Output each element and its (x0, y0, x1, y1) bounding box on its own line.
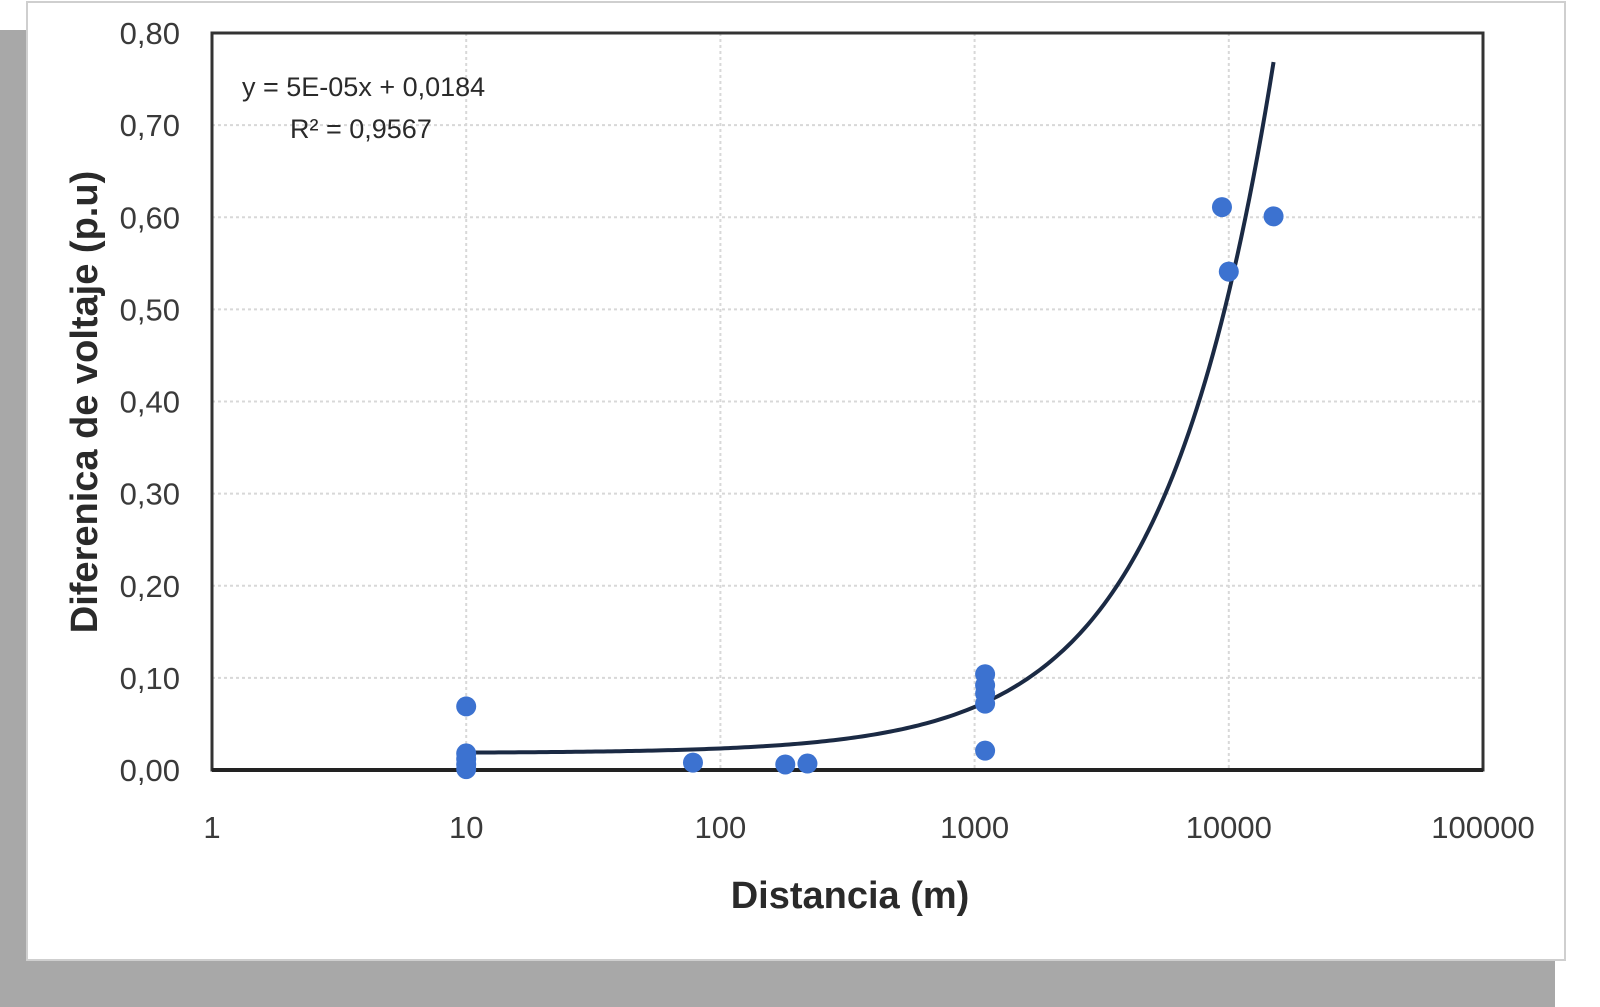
y-tick-label: 0,30 (120, 477, 180, 512)
data-point (456, 759, 477, 780)
data-point (1263, 206, 1284, 227)
data-point (775, 754, 796, 775)
data-point (1218, 261, 1239, 282)
y-tick-label: 0,60 (120, 200, 180, 235)
trendline (466, 61, 1276, 755)
x-tick-label: 10000 (1186, 810, 1272, 845)
x-tick-label: 1000 (940, 810, 1009, 845)
x-tick-label: 100000 (1431, 810, 1534, 845)
bottom-shadow (0, 960, 1555, 1007)
data-point (1211, 197, 1232, 218)
gridlines (212, 33, 1483, 770)
y-tick-label: 0,00 (120, 753, 180, 788)
trendline-equation: y = 5E-05x + 0,0184 (242, 72, 485, 102)
chart-card (26, 1, 1566, 961)
y-tick-label: 0,70 (120, 108, 180, 143)
data-point (797, 753, 818, 774)
x-tick-label: 10 (449, 810, 483, 845)
y-tick-labels: 0,00 0,10 0,20 0,30 0,40 0,50 0,60 0,70 0,80 (120, 16, 180, 788)
x-tick-label: 1 (203, 810, 220, 845)
data-points (456, 197, 1284, 780)
plot-frame (210, 31, 1485, 772)
y-tick-label: 0,10 (120, 661, 180, 696)
y-tick-label: 0,40 (120, 385, 180, 420)
y-tick-label: 0,20 (120, 569, 180, 604)
data-point (975, 740, 996, 761)
data-point (975, 693, 996, 714)
x-axis-title: Distancia (m) (731, 875, 970, 917)
data-point (682, 752, 703, 773)
x-tick-label: 100 (695, 810, 747, 845)
x-tick-labels: 1 10 100 1000 10000 100000 (203, 810, 1534, 845)
data-point (456, 696, 477, 717)
y-tick-label: 0,50 (120, 292, 180, 327)
left-shadow (0, 30, 27, 1007)
y-axis-title: Diferenica de voltaje (p.u) (64, 171, 106, 633)
trendline-curve (466, 61, 1276, 755)
trendline-r-squared: R² = 0,9567 (290, 114, 432, 144)
y-tick-label: 0,80 (120, 16, 180, 51)
